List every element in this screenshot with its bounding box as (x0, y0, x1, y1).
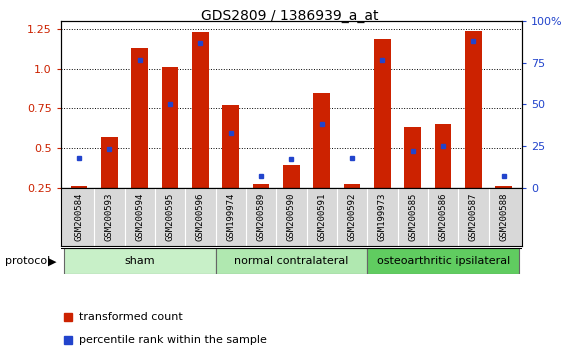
Text: GSM200594: GSM200594 (135, 193, 144, 241)
Text: GSM200593: GSM200593 (105, 193, 114, 241)
Bar (71, 186, 88, 188)
Bar (435, 124, 451, 188)
Text: GSM200596: GSM200596 (196, 193, 205, 241)
Text: transformed count: transformed count (79, 312, 183, 322)
Bar (253, 184, 270, 188)
Bar (64, 249, 216, 274)
Text: GSM200590: GSM200590 (287, 193, 296, 241)
Bar (101, 137, 118, 188)
Text: GDS2809 / 1386939_a_at: GDS2809 / 1386939_a_at (201, 9, 379, 23)
Bar (283, 165, 300, 188)
Text: GSM199974: GSM199974 (226, 193, 235, 241)
Text: GSM200588: GSM200588 (499, 193, 508, 241)
Text: GSM200591: GSM200591 (317, 193, 327, 241)
Text: GSM200587: GSM200587 (469, 193, 478, 241)
Text: GSM200586: GSM200586 (438, 193, 448, 241)
Text: osteoarthritic ipsilateral: osteoarthritic ipsilateral (376, 256, 510, 266)
Bar (313, 92, 330, 188)
Bar (216, 249, 367, 274)
Text: GSM200585: GSM200585 (408, 193, 417, 241)
Bar (404, 127, 421, 188)
Bar (367, 249, 519, 274)
Text: GSM200592: GSM200592 (347, 193, 357, 241)
Bar (162, 67, 179, 188)
Bar (192, 32, 209, 188)
Bar (374, 39, 391, 188)
Bar (132, 48, 148, 188)
Text: GSM200589: GSM200589 (256, 193, 266, 241)
Bar (465, 31, 482, 188)
Text: GSM200584: GSM200584 (75, 193, 84, 241)
Text: GSM200595: GSM200595 (166, 193, 175, 241)
Text: GSM199973: GSM199973 (378, 193, 387, 241)
Bar (223, 105, 239, 188)
Text: protocol: protocol (5, 256, 50, 266)
Bar (344, 184, 360, 188)
Text: percentile rank within the sample: percentile rank within the sample (79, 335, 267, 346)
Bar (495, 186, 512, 188)
Text: sham: sham (125, 256, 155, 266)
Text: normal contralateral: normal contralateral (234, 256, 349, 266)
Text: ▶: ▶ (48, 256, 56, 266)
